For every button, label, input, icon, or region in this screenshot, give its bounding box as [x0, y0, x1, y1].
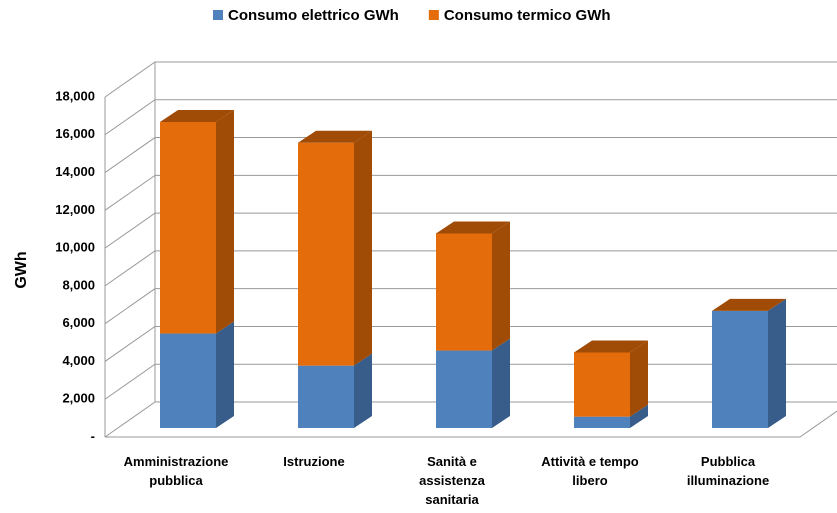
- grid-line: [104, 250, 837, 287]
- bar-side: [354, 130, 372, 366]
- y-tick-label: 18,000: [55, 88, 95, 103]
- bar-top: [574, 340, 648, 353]
- bar-segment: [574, 352, 630, 417]
- y-tick-label: 2,000: [62, 391, 95, 406]
- grid-line: [104, 212, 837, 249]
- bar-segment: [436, 350, 492, 428]
- bar-top: [298, 130, 372, 143]
- bar-side: [630, 404, 648, 428]
- y-tick-label: 6,000: [62, 315, 95, 330]
- y-tick-label: 10,000: [55, 240, 95, 255]
- grid-line: [104, 99, 837, 136]
- bar-segment: [160, 333, 216, 428]
- y-tick-label: 4,000: [62, 353, 95, 368]
- x-tick-label: Attività e tempo libero: [541, 454, 639, 488]
- legend-label: Consumo elettrico GWh: [228, 7, 399, 24]
- legend-swatch: [428, 10, 439, 20]
- bar-side: [768, 298, 786, 428]
- x-tick-label: Amministrazione pubblica: [123, 454, 229, 488]
- bar-top: [712, 298, 786, 311]
- bar-segment: [574, 416, 630, 428]
- bar-side: [216, 110, 234, 334]
- bar-segment: [160, 122, 216, 334]
- y-tick-label: 12,000: [55, 202, 95, 217]
- grid-line: [104, 61, 837, 98]
- grid-line: [104, 137, 837, 173]
- bar-side: [354, 353, 372, 428]
- bar-side: [492, 221, 510, 351]
- bar-segment: [298, 142, 354, 366]
- grid-line: [104, 288, 837, 325]
- x-tick-label: Pubblica illuminazione: [686, 454, 770, 488]
- y-tick-label: -: [91, 428, 95, 443]
- bar-top: [160, 110, 234, 122]
- bar-side: [216, 321, 234, 428]
- y-axis-label: GWh: [13, 251, 30, 288]
- x-tick-label: Sanità e assistenza sanitaria: [419, 454, 485, 507]
- y-tick-label: 8,000: [62, 277, 95, 292]
- bar-segment: [436, 233, 492, 351]
- grid-line: [104, 325, 837, 362]
- bar-side: [492, 338, 510, 428]
- legend-label: Consumo termico GWh: [444, 7, 611, 24]
- bar-segment: [298, 365, 354, 428]
- grid-line: [104, 174, 837, 211]
- bar-segment: [712, 310, 768, 428]
- bar-top: [436, 221, 510, 234]
- y-tick-label: 16,000: [55, 126, 95, 141]
- x-tick-label: Istruzione: [283, 454, 345, 469]
- bar-side: [630, 340, 648, 417]
- y-tick-label: 14,000: [55, 164, 95, 179]
- legend-swatch: [213, 10, 223, 20]
- floor: [105, 410, 837, 438]
